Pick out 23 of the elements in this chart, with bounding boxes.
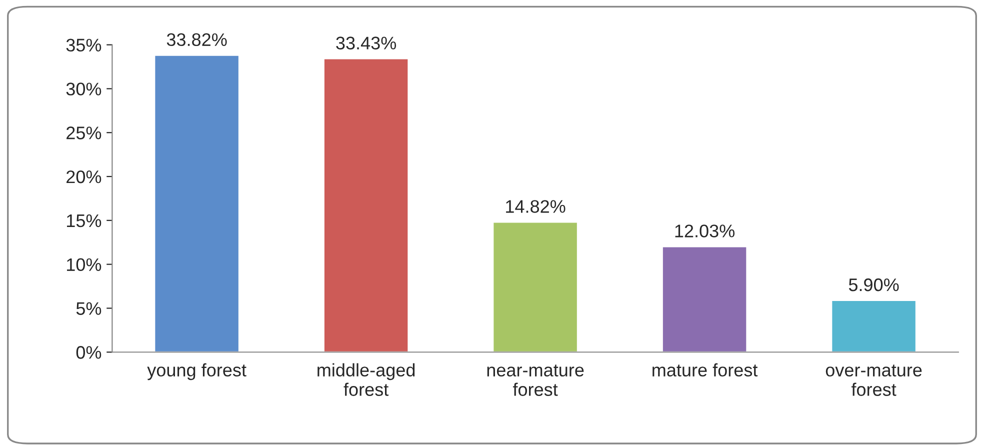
bar [662,246,748,352]
x-tick-label: near-mature forest [487,364,584,396]
data-label: 5.90% [848,278,899,292]
y-tick-label: 5% [76,302,102,315]
y-tick-label: 20% [66,170,102,184]
y-tick-label: 10% [67,258,102,272]
y-tick-label: 30% [66,82,102,96]
y-tick-label: 25% [66,126,102,140]
x-tick-label: young forest [147,363,246,380]
x-tick-label: middle-aged forest [318,363,415,396]
data-label: 33.82% [166,33,227,46]
data-label: 12.03% [675,224,735,238]
data-label: 14.82% [506,200,566,213]
y-tick-label: 35% [66,38,102,52]
x-tick-label: over-mature forest [826,364,922,396]
bar [154,54,240,352]
bar [492,221,578,352]
x-tick-label: mature forest [652,363,758,376]
bar [323,58,410,352]
bar [830,300,917,352]
y-tick-label: 15% [67,214,102,228]
y-tick-label: 0% [76,346,102,359]
data-label: 33.43% [336,36,396,50]
